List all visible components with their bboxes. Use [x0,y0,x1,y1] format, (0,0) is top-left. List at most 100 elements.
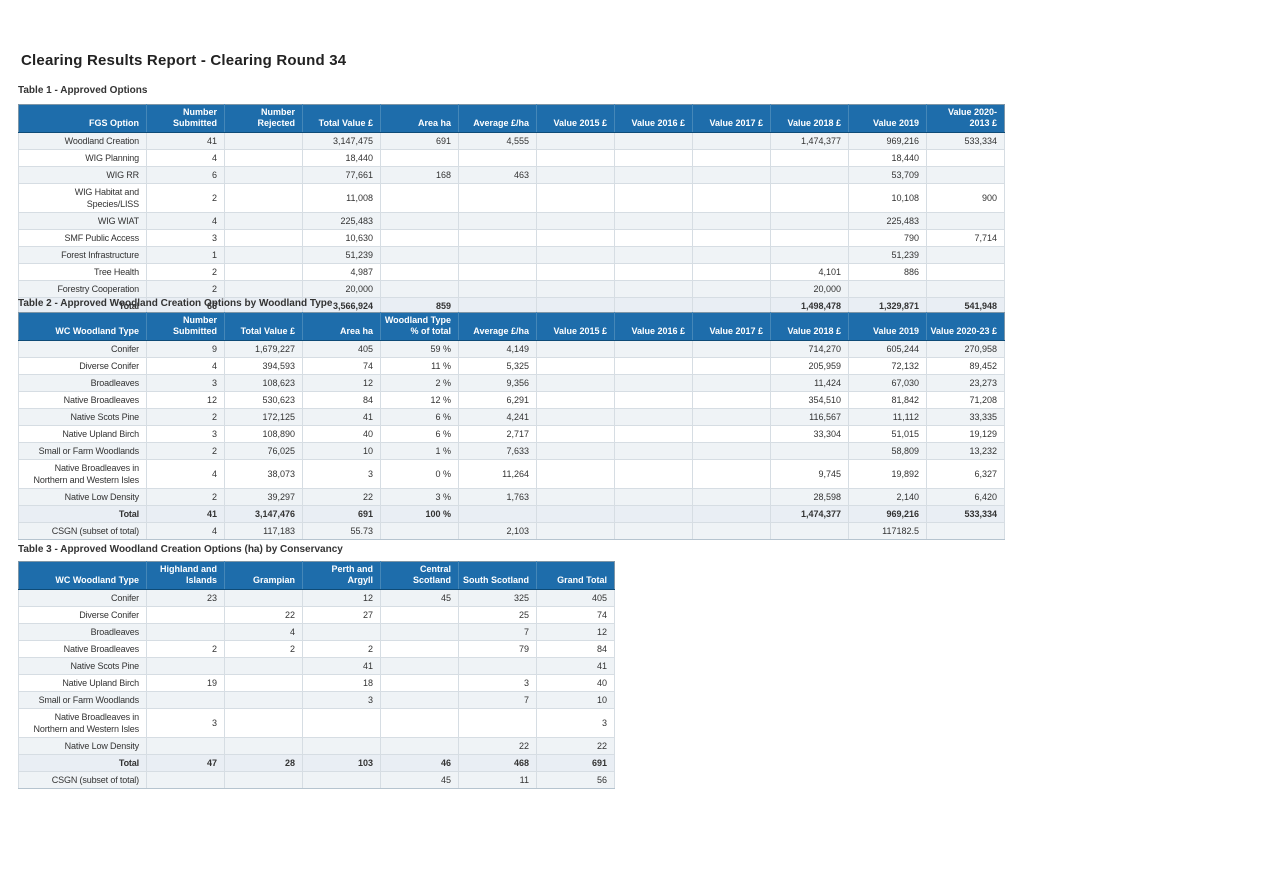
column-header: Value 2017 £ [692,312,771,341]
column-header: Average £/ha [458,104,537,133]
value-cell [770,229,849,247]
value-cell: 530,623 [224,391,303,409]
value-cell [458,246,537,264]
value-cell [458,183,537,213]
value-cell [224,280,303,298]
row-label: Native Broadleaves in Northern and Weste… [18,459,147,489]
column-header: Area ha [302,312,381,341]
value-cell [224,212,303,230]
value-cell: 4,555 [458,132,537,150]
value-cell [380,183,459,213]
value-cell: 12 [302,589,381,607]
value-cell [224,263,303,281]
table-row: Native Broadleaves in Northern and Weste… [18,459,1005,489]
table-row: Small or Farm Woodlands 3 7 10 [18,691,615,709]
value-cell [614,459,693,489]
value-cell [614,374,693,392]
value-cell [380,263,459,281]
value-cell [926,263,1005,281]
value-cell: 6 % [380,425,459,443]
value-cell [614,408,693,426]
value-cell: 4,149 [458,340,537,358]
value-cell: 47 [146,754,225,772]
value-cell [770,183,849,213]
value-cell [770,246,849,264]
value-cell: 22 [224,606,303,624]
value-cell [380,149,459,167]
value-cell: 4,987 [302,263,381,281]
value-cell: 4 [146,212,225,230]
value-cell [380,691,459,709]
value-cell [458,657,537,675]
column-header: Value 2019 [848,104,927,133]
value-cell: 4,241 [458,408,537,426]
value-cell: 51,239 [302,246,381,264]
row-label: Broadleaves [18,623,147,641]
value-cell: 691 [380,132,459,150]
value-cell: 12 [146,391,225,409]
column-header: Number Submitted [146,312,225,341]
value-cell: 10,630 [302,229,381,247]
column-header: Perth and Argyll [302,561,381,590]
value-cell: 22 [458,737,537,755]
value-cell [536,340,615,358]
table-row: Native Low Density 2 39,297 22 3 % 1,763 28,59… [18,488,1005,506]
row-label: CSGN (subset of total) [18,771,147,789]
value-cell: 394,593 [224,357,303,375]
value-cell [614,166,693,184]
value-cell: 12 [536,623,615,641]
value-cell [614,183,693,213]
value-cell [614,280,693,298]
value-cell [692,183,771,213]
value-cell [146,606,225,624]
value-cell: 405 [302,340,381,358]
value-cell: 108,890 [224,425,303,443]
value-cell [536,442,615,460]
column-header: Number Submitted [146,104,225,133]
value-cell: 225,483 [848,212,927,230]
value-cell: 18,440 [848,149,927,167]
value-cell [536,408,615,426]
row-label: Conifer [18,340,147,358]
value-cell [536,132,615,150]
table-row: Native Broadleaves in Northern and Weste… [18,708,615,738]
column-header: Average £/ha [458,312,537,341]
column-header: WC Woodland Type [18,312,147,341]
value-cell: 405 [536,589,615,607]
value-cell [692,149,771,167]
value-cell: 2 [146,640,225,658]
value-cell: 84 [536,640,615,658]
row-label: Native Upland Birch [18,674,147,692]
table-row: Native Scots Pine 2 172,125 41 6 % 4,241 116,5… [18,408,1005,426]
value-cell: 691 [302,505,381,523]
value-cell: 79 [458,640,537,658]
row-label: WIG Planning [18,149,147,167]
value-cell [692,391,771,409]
value-cell: 58,809 [848,442,927,460]
value-cell [380,212,459,230]
value-cell [692,340,771,358]
value-cell: 7 [458,691,537,709]
value-cell: 38,073 [224,459,303,489]
table-row: WIG Planning 4 18,440 18,440 [18,149,1005,167]
value-cell [458,263,537,281]
value-cell: 6,420 [926,488,1005,506]
value-cell [458,297,537,315]
value-cell: 2 [224,640,303,658]
value-cell [926,149,1005,167]
value-cell [224,691,303,709]
value-cell: 3,566,924 [302,297,381,315]
value-cell [692,263,771,281]
value-cell: 11,008 [302,183,381,213]
column-header: Highland and Islands [146,561,225,590]
value-cell [614,340,693,358]
value-cell: 1 % [380,442,459,460]
value-cell [770,522,849,540]
header-row: FGS Option Number Submitted Number Rejecte… [18,104,1005,133]
value-cell: 7 [458,623,537,641]
table-row: WIG WIAT 4 225,483 225,483 [18,212,1005,230]
value-cell [380,606,459,624]
value-cell [614,488,693,506]
value-cell [536,459,615,489]
value-cell [536,488,615,506]
